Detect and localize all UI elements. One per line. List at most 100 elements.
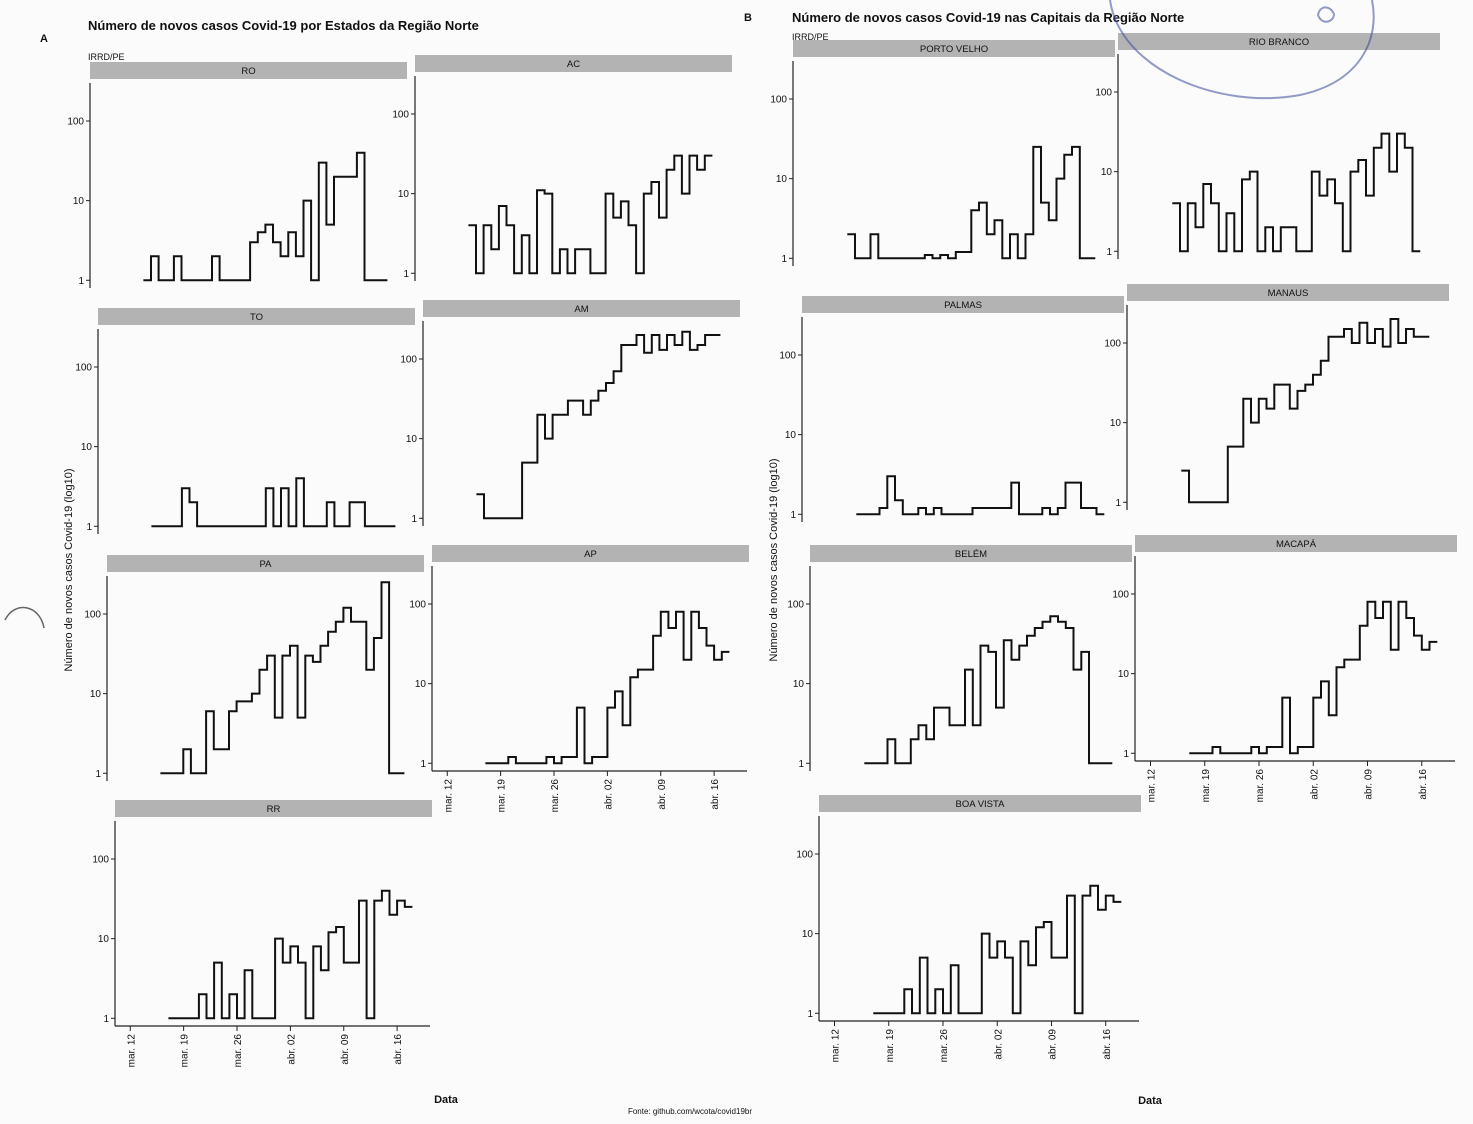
x-tick-label: abr. 02	[286, 1034, 297, 1065]
y-tick-label: 100	[84, 609, 101, 620]
series-line	[143, 151, 388, 282]
facet-label: AP	[584, 549, 597, 560]
punch-hole-mark	[4, 606, 45, 629]
series-line	[485, 610, 730, 765]
series-line	[873, 884, 1122, 1015]
x-tick-label: mar. 26	[233, 1034, 244, 1068]
figure-b: B Número de novos casos Covid-19 nas Capi…	[744, 10, 1457, 1107]
facet-strip	[90, 62, 407, 79]
series-line	[468, 154, 713, 275]
facet-strip	[810, 545, 1132, 562]
y-tick-label: 100	[75, 362, 92, 373]
y-tick-label: 1	[798, 759, 804, 770]
panel-bel-m: BELÉM 1 10 100	[787, 545, 1132, 771]
y-axis-label: Número de novos casos Covid-19 (log10)	[63, 469, 75, 672]
y-tick-label: 10	[785, 430, 797, 441]
facet-strip	[98, 308, 415, 325]
y-tick-label: 1	[403, 269, 409, 280]
facet-strip	[1118, 33, 1440, 50]
facet-label: RR	[267, 804, 281, 815]
series-line	[1172, 132, 1421, 253]
facet-label: AC	[567, 59, 580, 70]
stamp-scribble	[1316, 6, 1336, 23]
facet-strip	[432, 545, 749, 562]
y-tick-label: 1	[78, 276, 84, 287]
y-tick-label: 10	[793, 679, 805, 690]
facet-label: RO	[241, 66, 255, 77]
y-tick-label: 1	[790, 510, 796, 521]
series-line	[160, 581, 405, 775]
y-tick-label: 10	[81, 442, 93, 453]
facet-strip	[423, 300, 740, 317]
x-tick-label: abr. 02	[1309, 769, 1320, 800]
series-line	[168, 889, 413, 1020]
panel-to: TO 1 10 100	[75, 308, 415, 534]
panel-rio-branco: RIO BRANCO 1 10 100	[1095, 33, 1440, 259]
facet-strip	[1127, 284, 1449, 301]
series-line	[151, 477, 396, 528]
chart-subtitle: IRRD/PE	[88, 52, 125, 62]
y-tick-label: 100	[400, 354, 417, 365]
x-tick-label: mar. 12	[443, 779, 454, 813]
x-tick-label: abr. 16	[1102, 1029, 1113, 1060]
source-note: Fonte: github.com/wcota/covid19br	[628, 1107, 752, 1116]
y-tick-label: 100	[392, 109, 409, 120]
series-line	[856, 475, 1105, 516]
facet-label: PORTO VELHO	[920, 44, 988, 55]
facet-label: RIO BRANCO	[1249, 37, 1309, 48]
y-tick-label: 10	[406, 434, 418, 445]
y-tick-label: 1	[807, 1009, 813, 1020]
series-line	[847, 145, 1096, 260]
y-tick-label: 100	[770, 94, 787, 105]
panel-rr: RR 1 10 100 mar. 12 mar. 19 mar. 26 abr. 02 abr.…	[92, 800, 432, 1067]
y-tick-label: 1	[86, 522, 92, 533]
x-axis-label: Data	[1138, 1095, 1163, 1107]
x-tick-label: mar. 12	[831, 1029, 842, 1063]
y-tick-label: 100	[1104, 338, 1121, 349]
panel-ac: AC 1 10 100	[392, 55, 732, 281]
y-tick-label: 10	[802, 929, 814, 940]
panel-macap-: MACAPÁ 1 10 100 mar. 12 mar. 19 mar. 26 abr. 02…	[1112, 535, 1457, 802]
x-tick-label: abr. 09	[657, 779, 668, 810]
facet-label: MANAUS	[1268, 288, 1309, 299]
x-tick-label: mar. 26	[550, 779, 561, 813]
chart-title: Número de novos casos Covid-19 por Estad…	[88, 18, 479, 33]
series-line	[476, 330, 721, 520]
facet-strip	[107, 555, 424, 572]
x-tick-label: abr. 16	[710, 779, 721, 810]
panel-manaus: MANAUS 1 10 100	[1104, 284, 1449, 510]
facet-label: BOA VISTA	[956, 799, 1006, 810]
panel-am: AM 1 10 100	[400, 300, 740, 526]
y-tick-label: 100	[779, 350, 796, 361]
y-tick-label: 1	[1115, 498, 1121, 509]
y-tick-label: 100	[1095, 87, 1112, 98]
facet-label: PALMAS	[944, 300, 982, 311]
x-tick-label: mar. 26	[939, 1029, 950, 1063]
series-line	[1181, 318, 1430, 504]
facet-label: PA	[260, 559, 273, 570]
stamp-arc	[1109, 0, 1375, 100]
y-tick-label: 1	[1106, 247, 1112, 258]
x-tick-label: abr. 16	[393, 1034, 404, 1065]
y-tick-label: 1	[411, 514, 417, 525]
x-tick-label: abr. 02	[993, 1029, 1004, 1060]
facet-strip	[802, 296, 1124, 313]
facet-strip	[819, 795, 1141, 812]
panel-ro: RO 1 10 100	[67, 62, 407, 288]
y-tick-label: 1	[95, 769, 101, 780]
y-tick-label: 10	[1110, 418, 1122, 429]
y-tick-label: 100	[796, 849, 813, 860]
x-tick-label: mar. 26	[1255, 769, 1266, 803]
x-tick-label: mar. 19	[885, 1029, 896, 1063]
figure-letter: B	[744, 12, 752, 24]
stamp-mark	[1109, 0, 1375, 100]
series-line	[864, 615, 1113, 765]
figure-letter: A	[40, 33, 48, 45]
y-tick-label: 1	[103, 1014, 109, 1025]
x-tick-label: abr. 09	[1364, 769, 1375, 800]
y-tick-label: 100	[92, 854, 109, 865]
x-tick-label: abr. 09	[340, 1034, 351, 1065]
facet-label: BELÉM	[955, 549, 987, 560]
chart-subtitle: IRRD/PE	[792, 32, 829, 42]
panel-boa-vista: BOA VISTA 1 10 100 mar. 12 mar. 19 mar. 26 abr.…	[796, 795, 1141, 1062]
